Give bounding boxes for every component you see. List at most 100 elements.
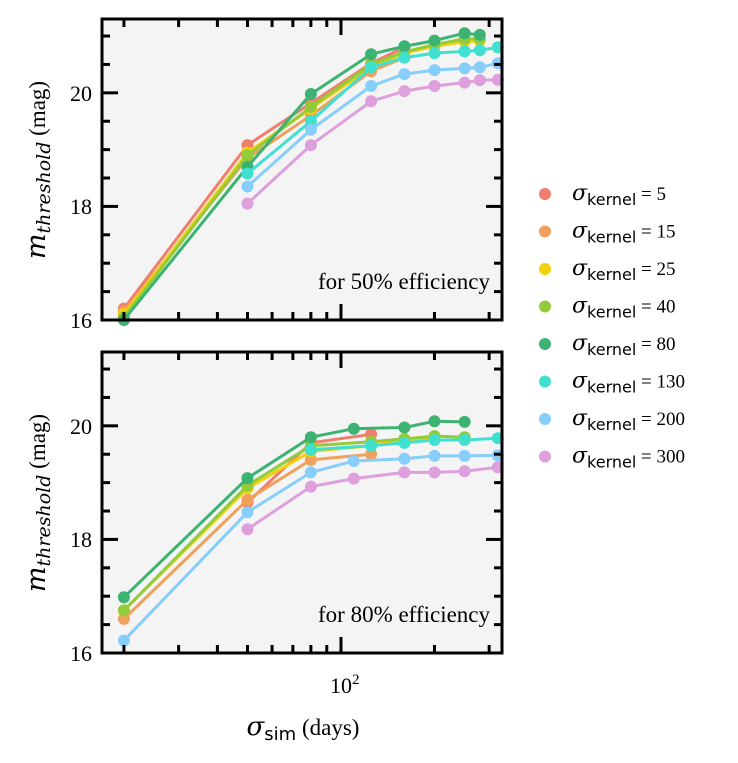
y-tick-label: 16 (70, 308, 92, 333)
data-point (304, 466, 317, 479)
data-point (304, 443, 317, 456)
data-point (398, 85, 411, 98)
y-tick-labels-bottom: 16 18 20 (70, 414, 92, 666)
data-point (398, 51, 411, 64)
data-point (347, 455, 360, 467)
data-point (473, 28, 486, 41)
data-point (304, 431, 317, 444)
data-point (304, 139, 317, 152)
data-point (458, 76, 471, 89)
data-point (458, 62, 471, 75)
y-tick-labels-top: 16 18 20 (70, 81, 92, 333)
data-point (428, 434, 441, 446)
data-point (428, 415, 441, 428)
data-point (365, 80, 378, 92)
data-point (428, 47, 441, 60)
legend-item: σkernel = 200 (539, 406, 685, 434)
data-point (241, 149, 254, 162)
data-point (398, 452, 411, 465)
y-tick-label: 20 (70, 414, 92, 439)
legend-item: σkernel = 130 (539, 369, 685, 397)
data-point (365, 448, 378, 461)
axes-frame-top (100, 17, 504, 322)
data-point (365, 61, 378, 74)
legend-marker (539, 413, 551, 425)
legend-marker (539, 300, 551, 313)
data-point (458, 45, 471, 58)
legend-item: σkernel = 5 (539, 181, 666, 209)
data-point (241, 472, 254, 485)
data-point (241, 506, 254, 519)
panel-bottom: for 80% efficiency 16 18 20 mthreshold (… (21, 350, 504, 745)
panel-top: for 50% efficiency 16 18 20 mthreshold (… (21, 17, 504, 333)
data-point (398, 436, 411, 449)
data-point (473, 44, 486, 57)
series-marks-bottom (117, 415, 504, 647)
series-line (122, 452, 372, 620)
data-point (347, 472, 360, 485)
legend-label: σkernel = 300 (572, 444, 685, 472)
data-point (398, 466, 411, 479)
data-point (428, 64, 441, 77)
plot-area-bottom (102, 352, 502, 653)
data-point (304, 453, 317, 466)
data-point (117, 612, 130, 625)
legend-marker (539, 338, 551, 350)
data-point (398, 421, 411, 434)
legend-marker (539, 188, 551, 200)
axes-frame-bottom (100, 350, 504, 655)
legend-label: σkernel = 25 (572, 256, 676, 284)
data-point (304, 480, 317, 493)
legend-item: σkernel = 40 (539, 294, 676, 322)
data-point (241, 180, 254, 193)
y-tick-label: 18 (70, 527, 92, 552)
data-point (398, 40, 411, 53)
legend-item: σkernel = 15 (539, 219, 676, 247)
data-point (241, 523, 254, 536)
legend: σkernel = 5 σkernel = 15 σkernel = 25 σkern… (539, 181, 685, 472)
x-tick-label: 102 (330, 672, 360, 698)
y-tick-label: 18 (70, 194, 92, 219)
data-point (428, 34, 441, 47)
data-point (241, 197, 254, 210)
data-point (398, 68, 411, 81)
data-point (458, 415, 471, 428)
legend-label: σkernel = 80 (572, 331, 676, 359)
annotation-bottom: for 80% efficiency (318, 602, 490, 627)
data-point (458, 27, 471, 40)
data-point (117, 591, 130, 604)
legend-item: σkernel = 25 (539, 256, 676, 284)
legend-marker (539, 225, 551, 238)
annotation-top: for 50% efficiency (318, 269, 490, 294)
data-point (347, 422, 360, 435)
legend-marker (539, 263, 551, 275)
data-point (365, 95, 378, 108)
data-point (304, 115, 317, 128)
legend-label: σkernel = 15 (572, 219, 676, 247)
data-point (365, 439, 378, 452)
data-point (304, 123, 317, 136)
legend-label: σkernel = 40 (572, 294, 676, 322)
data-point (473, 74, 486, 87)
legend-label: σkernel = 130 (572, 369, 685, 397)
y-axis-label-bottom: mthreshold (mag) (21, 414, 55, 592)
data-point (428, 449, 441, 462)
legend-marker (539, 450, 551, 463)
data-point (241, 167, 254, 180)
data-point (458, 434, 471, 446)
legend-marker (539, 375, 551, 388)
legend-label: σkernel = 5 (572, 181, 666, 209)
y-tick-label: 20 (70, 81, 92, 106)
data-point (365, 48, 378, 61)
data-point (428, 80, 441, 92)
y-axis-label-top: mthreshold (mag) (21, 81, 55, 259)
data-point (304, 101, 317, 113)
legend-label: σkernel = 200 (572, 406, 685, 434)
y-tick-label: 16 (70, 641, 92, 666)
data-point (241, 493, 254, 506)
data-point (304, 88, 317, 100)
legend-item: σkernel = 300 (539, 444, 685, 472)
data-point (428, 466, 441, 479)
data-point (117, 634, 130, 647)
